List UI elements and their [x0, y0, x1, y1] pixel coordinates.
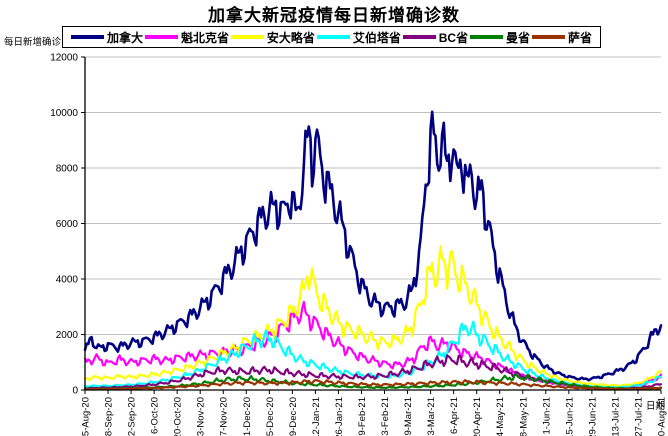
- legend-item-4: BC省: [402, 29, 469, 46]
- legend-line-sample-5: [470, 35, 504, 39]
- legend-line-sample-0: [71, 35, 104, 39]
- legend-label-6: 萨省: [567, 30, 592, 45]
- x-tick-label: 15-Dec-20: [265, 397, 276, 436]
- legend-label-0: 加拿大: [107, 30, 144, 45]
- legend: 加拿大 魁北克省 安大略省 艾伯塔省 BC省 曼省 萨省: [62, 26, 601, 48]
- legend-item-6: 萨省: [531, 29, 592, 46]
- y-tick-label: 12000: [50, 53, 78, 64]
- series-line-6: [83, 379, 663, 391]
- x-tick-label: 12-Jan-21: [311, 397, 322, 436]
- x-tick-label: 17-Nov-20: [219, 397, 230, 436]
- x-tick-label: 20-Apr-21: [472, 397, 483, 436]
- legend-line-sample-1: [144, 35, 178, 39]
- x-tick-label: 18-May-21: [518, 397, 529, 436]
- x-tick-label: 29-Jun-21: [587, 397, 598, 436]
- y-tick-label: 2000: [56, 330, 79, 341]
- legend-line-sample-4: [402, 35, 436, 39]
- series-line-5: [83, 373, 663, 391]
- chart-title: 加拿大新冠疫情每日新增确诊数: [208, 6, 460, 25]
- x-tick-label: 4-May-21: [495, 397, 506, 436]
- legend-line-sample-3: [316, 35, 350, 39]
- legend-item-0: 加拿大: [71, 29, 143, 46]
- x-tick-label: 26-Jan-21: [334, 397, 345, 436]
- x-tick-label: 1-Dec-20: [242, 397, 253, 436]
- x-tick-label: 22-Sep-20: [127, 397, 138, 436]
- legend-item-1: 魁北克省: [144, 29, 229, 46]
- y-tick-label: 10000: [50, 108, 78, 119]
- x-tick-label: 27-Jul-21: [633, 397, 644, 436]
- legend-label-2: 安大略省: [266, 30, 315, 45]
- x-tick-label: 23-Mar-21: [426, 397, 437, 436]
- x-tick-label: 10-Aug-21: [657, 397, 668, 436]
- legend-item-3: 艾伯塔省: [316, 29, 401, 46]
- legend-item-5: 曼省: [470, 29, 530, 46]
- x-tick-label: 6-Oct-20: [150, 397, 161, 434]
- series-line-2: [83, 245, 663, 388]
- x-tick-label: 25-Aug-20: [81, 397, 92, 436]
- x-tick-label: 1-Jun-21: [541, 397, 552, 435]
- x-tick-label: 6-Apr-21: [449, 397, 460, 434]
- y-tick-label: 0: [72, 386, 78, 397]
- legend-label-3: 艾伯塔省: [352, 30, 401, 45]
- legend-line-sample-6: [531, 35, 565, 39]
- x-axis-title: 日期: [646, 401, 666, 412]
- legend-label-5: 曼省: [506, 30, 531, 45]
- y-axis-unit-label: 每日新增确诊: [4, 37, 62, 48]
- x-tick-label: 15-Jun-21: [564, 397, 575, 436]
- legend-item-2: 安大略省: [230, 29, 315, 46]
- y-tick-label: 8000: [56, 164, 79, 175]
- x-tick-label: 20-Oct-20: [173, 397, 184, 436]
- y-tick-label: 4000: [56, 275, 79, 286]
- legend-label-4: BC省: [438, 30, 469, 45]
- x-tick-label: 3-Nov-20: [196, 397, 207, 436]
- series-line-0: [83, 110, 663, 382]
- legend-label-1: 魁北克省: [180, 30, 229, 45]
- y-tick-label: 6000: [56, 219, 79, 230]
- legend-line-sample-2: [230, 35, 264, 39]
- x-tick-label: 8-Sep-20: [104, 397, 115, 436]
- x-tick-label: 9-Mar-21: [403, 397, 414, 436]
- x-tick-label: 29-Dec-20: [288, 397, 299, 436]
- x-tick-label: 23-Feb-21: [380, 397, 391, 436]
- x-tick-label: 13-Jul-21: [610, 397, 621, 436]
- x-tick-label: 9-Feb-21: [357, 397, 368, 436]
